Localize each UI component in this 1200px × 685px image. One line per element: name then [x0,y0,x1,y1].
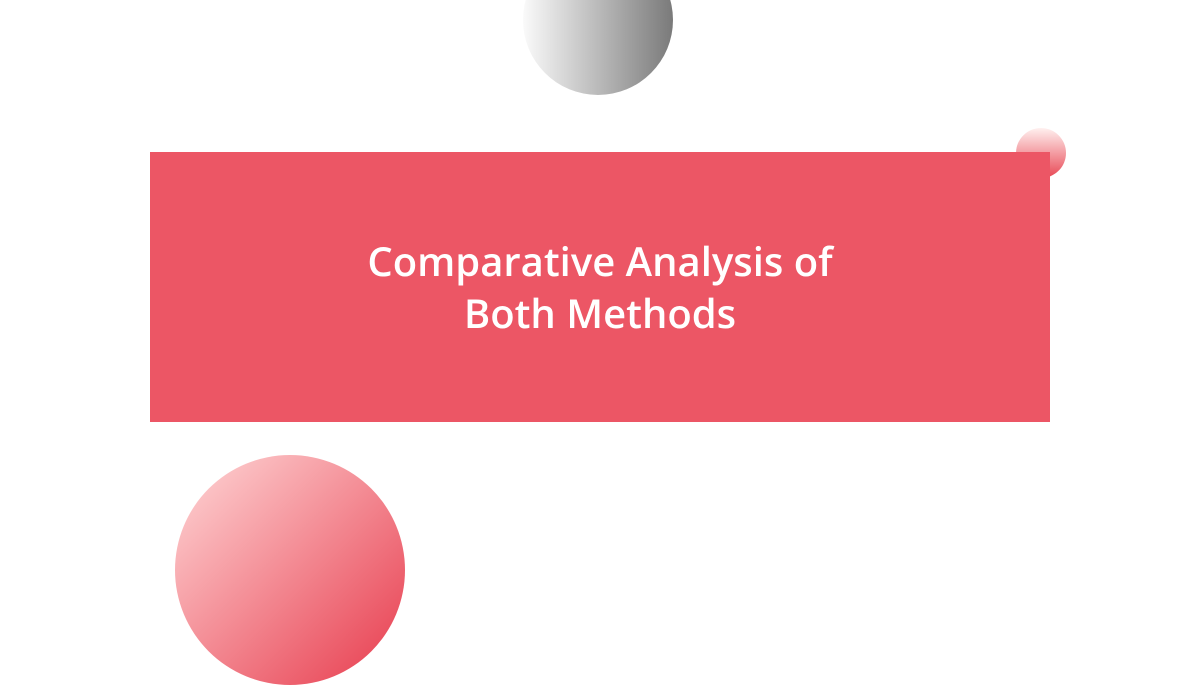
top-gray-sphere [523,0,673,95]
bottom-left-sphere [175,455,405,685]
slide-title: Comparative Analysis of Both Methods [367,235,832,339]
title-box: Comparative Analysis of Both Methods [150,152,1050,422]
slide-canvas: Comparative Analysis of Both Methods [0,0,1200,630]
